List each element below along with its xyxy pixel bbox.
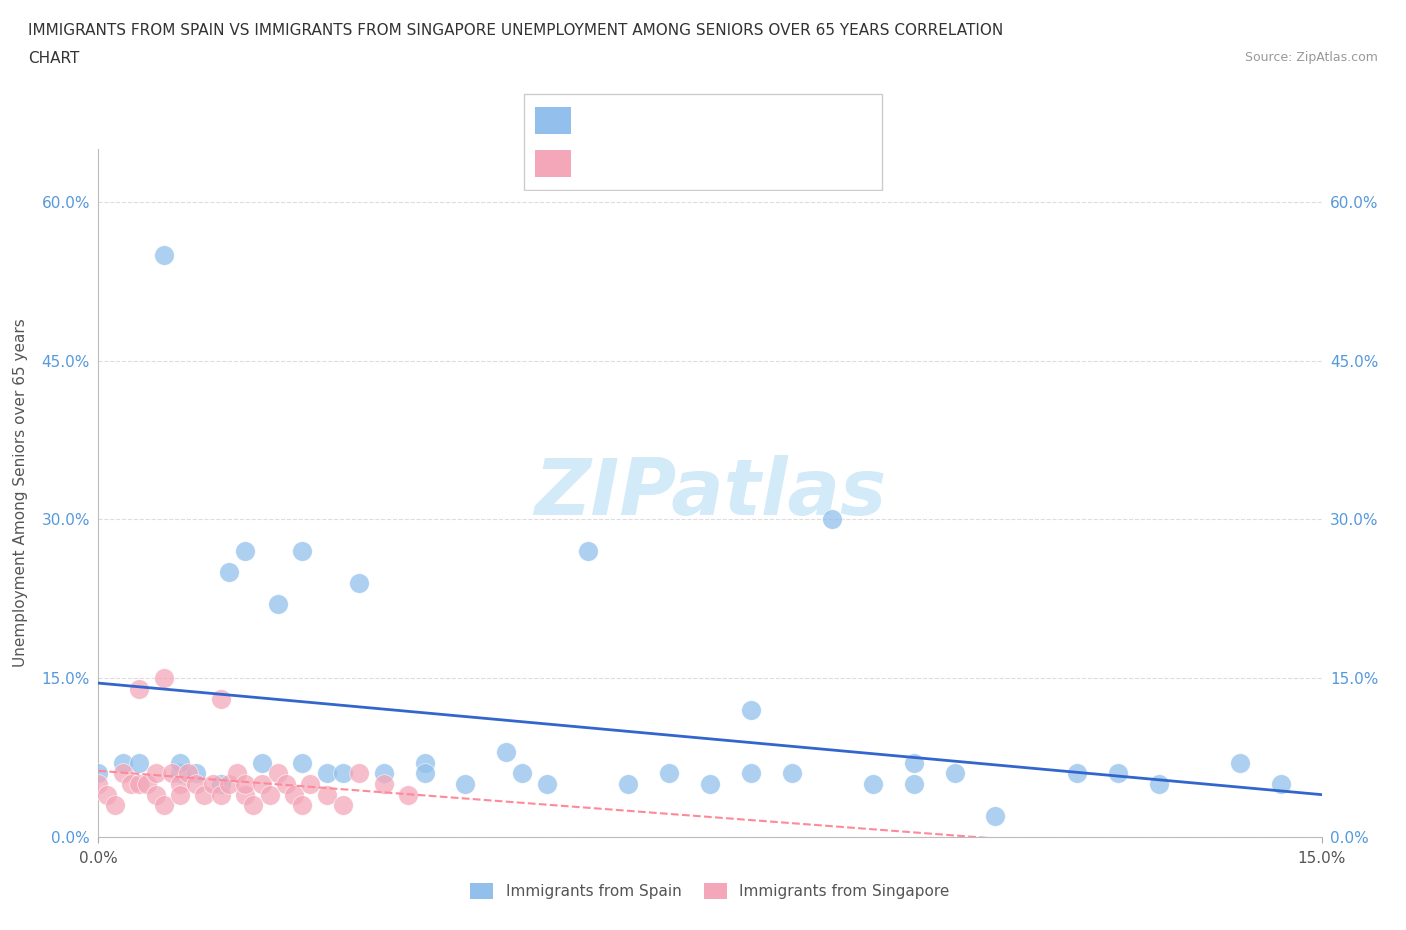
Point <box>136 777 159 791</box>
Text: N =: N = <box>733 156 766 171</box>
Point <box>512 766 534 781</box>
Point <box>373 777 395 791</box>
Point <box>233 777 256 791</box>
Point <box>160 766 183 781</box>
Text: 0.043: 0.043 <box>630 156 678 171</box>
Text: R =: R = <box>586 156 619 171</box>
Point <box>96 787 118 802</box>
Point <box>169 787 191 802</box>
Point <box>617 777 640 791</box>
Point <box>1229 755 1251 770</box>
Point <box>111 755 134 770</box>
Point <box>201 777 224 791</box>
Text: 38: 38 <box>783 156 804 171</box>
Point <box>315 766 337 781</box>
Point <box>169 755 191 770</box>
Point <box>291 544 314 559</box>
Point <box>218 777 240 791</box>
Point <box>1066 766 1088 781</box>
Point <box>291 755 314 770</box>
Point <box>373 766 395 781</box>
Text: ZIPatlas: ZIPatlas <box>534 455 886 531</box>
Point <box>250 777 273 791</box>
Point <box>145 766 167 781</box>
Text: 42: 42 <box>783 113 804 127</box>
Point <box>315 787 337 802</box>
Text: 0.203: 0.203 <box>630 113 678 127</box>
Point <box>152 671 174 685</box>
Point <box>218 565 240 579</box>
Point <box>658 766 681 781</box>
Point <box>943 766 966 781</box>
Point <box>111 766 134 781</box>
Point <box>349 766 371 781</box>
Point <box>128 777 150 791</box>
Point <box>699 777 721 791</box>
Point <box>1107 766 1129 781</box>
Point <box>169 777 191 791</box>
Point <box>332 798 354 813</box>
Bar <box>534 150 571 177</box>
Point <box>267 766 290 781</box>
Point <box>120 777 142 791</box>
FancyBboxPatch shape <box>524 94 882 190</box>
Point <box>332 766 354 781</box>
Text: IMMIGRANTS FROM SPAIN VS IMMIGRANTS FROM SINGAPORE UNEMPLOYMENT AMONG SENIORS OV: IMMIGRANTS FROM SPAIN VS IMMIGRANTS FROM… <box>28 23 1004 38</box>
Text: CHART: CHART <box>28 51 80 66</box>
Point <box>152 798 174 813</box>
Point <box>233 544 256 559</box>
Point <box>186 766 208 781</box>
Point <box>413 766 436 781</box>
Point <box>299 777 322 791</box>
Point <box>145 787 167 802</box>
Point <box>903 755 925 770</box>
Point <box>193 787 215 802</box>
Point <box>177 766 200 781</box>
Point <box>862 777 884 791</box>
Bar <box>534 107 571 134</box>
Point <box>267 597 290 612</box>
Point <box>740 766 762 781</box>
Text: N =: N = <box>733 113 766 127</box>
Point <box>226 766 249 781</box>
Point <box>454 777 477 791</box>
Point <box>291 798 314 813</box>
Point <box>413 755 436 770</box>
Point <box>250 755 273 770</box>
Point <box>128 682 150 697</box>
Point <box>152 247 174 262</box>
Point <box>396 787 419 802</box>
Point <box>87 766 110 781</box>
Point <box>128 755 150 770</box>
Point <box>780 766 803 781</box>
Point <box>740 702 762 717</box>
Point <box>169 766 191 781</box>
Point <box>576 544 599 559</box>
Point <box>536 777 558 791</box>
Text: Source: ZipAtlas.com: Source: ZipAtlas.com <box>1244 51 1378 64</box>
Point <box>984 808 1007 823</box>
Point <box>274 777 297 791</box>
Point <box>283 787 305 802</box>
Point <box>209 787 232 802</box>
Legend: Immigrants from Spain, Immigrants from Singapore: Immigrants from Spain, Immigrants from S… <box>464 877 956 905</box>
Point <box>87 777 110 791</box>
Point <box>1270 777 1292 791</box>
Point <box>1147 777 1170 791</box>
Y-axis label: Unemployment Among Seniors over 65 years: Unemployment Among Seniors over 65 years <box>13 319 28 668</box>
Point <box>209 777 232 791</box>
Point <box>233 787 256 802</box>
Point <box>104 798 127 813</box>
Point <box>821 512 844 526</box>
Point <box>349 576 371 591</box>
Point <box>495 745 517 760</box>
Point <box>903 777 925 791</box>
Point <box>259 787 281 802</box>
Point <box>209 692 232 707</box>
Point <box>242 798 264 813</box>
Text: R =: R = <box>586 113 619 127</box>
Point <box>186 777 208 791</box>
